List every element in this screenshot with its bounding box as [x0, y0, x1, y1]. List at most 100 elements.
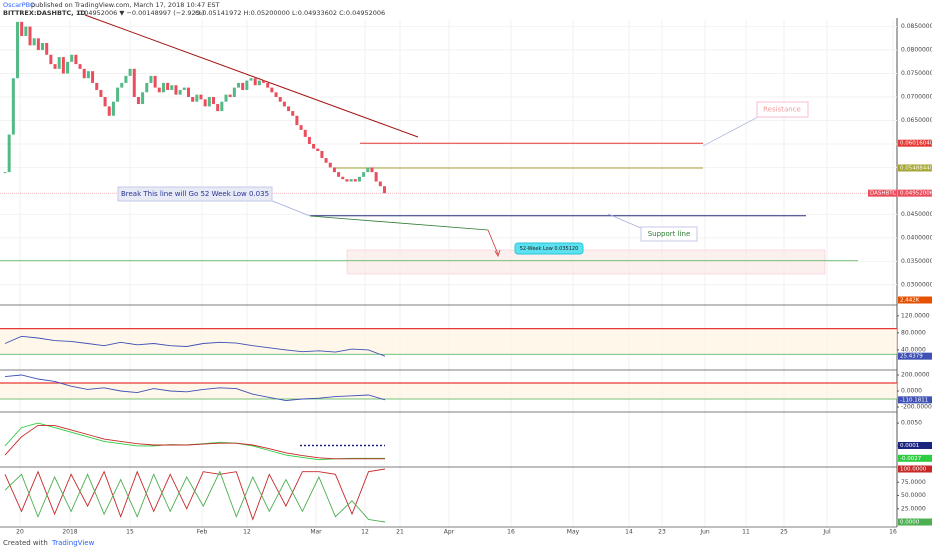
candle [299, 125, 303, 130]
candle [61, 57, 65, 74]
candle [195, 94, 199, 102]
annotation: Break This line will Go 52 Week Low 0.03… [121, 190, 269, 198]
value-badge [898, 296, 932, 304]
candle [232, 87, 236, 98]
candle [212, 97, 215, 105]
candle [95, 82, 99, 90]
value-badge-text: 2.442K [900, 298, 920, 304]
candle [216, 104, 220, 112]
candle [128, 68, 132, 76]
candle [107, 106, 111, 116]
candle [349, 179, 353, 182]
candle [262, 80, 266, 83]
level-badge-text: 0.06016040 [900, 141, 932, 147]
x-tick-label: 2018 [62, 529, 77, 536]
candle [337, 172, 341, 177]
x-tick-label: Mar [310, 529, 322, 536]
y-tick-label: 50.0000 [901, 492, 926, 499]
candle [224, 94, 228, 102]
callout-box [640, 226, 698, 242]
candle [3, 172, 7, 174]
candle [11, 78, 15, 135]
candle [274, 92, 278, 98]
callout-box [514, 242, 584, 255]
candle [295, 115, 299, 126]
candle [312, 143, 316, 149]
candle [374, 172, 378, 182]
value-badge [898, 518, 932, 526]
candle [291, 111, 295, 116]
symbol-badge-text: DASHBTC [870, 191, 896, 197]
band [0, 328, 897, 355]
candle [132, 68, 136, 98]
value-badge-text: 100.0000 [900, 467, 927, 473]
candle [111, 101, 115, 116]
candle [270, 87, 274, 93]
candle [191, 97, 195, 102]
candle [199, 94, 203, 100]
candle [266, 82, 270, 88]
candle [203, 99, 207, 107]
candle [49, 54, 53, 65]
x-tick-label: Apr [444, 529, 455, 536]
candle [241, 82, 245, 90]
zone [346, 249, 826, 275]
candle [141, 92, 145, 105]
indicator-line [4, 374, 386, 402]
x-tick-label: 12 [243, 529, 251, 536]
indicator-line [4, 470, 386, 523]
candle [245, 80, 249, 90]
x-tick-label: 25 [780, 529, 788, 536]
y-tick-label: 200.0000 [901, 372, 930, 379]
footer-created: Created with [3, 539, 48, 547]
candle [382, 186, 386, 194]
candle [182, 87, 186, 90]
value-badge-text: -0.0027 [900, 456, 922, 462]
candle [82, 68, 86, 79]
value-badge-text: 0.0001 [900, 443, 919, 449]
candle [161, 82, 165, 93]
candle [362, 172, 366, 177]
value-badge [898, 454, 932, 462]
callout-box [117, 186, 273, 202]
candle [237, 82, 241, 88]
value-badge-text: 25.4379 [900, 354, 923, 360]
y-tick-label: 80.0000 [901, 329, 926, 336]
value-badge [898, 441, 932, 449]
candle [324, 158, 328, 163]
x-tick-label: 16 [889, 529, 897, 536]
candle [91, 71, 95, 83]
candle [120, 82, 124, 88]
author[interactable]: OscarPBO [3, 1, 35, 9]
candle [320, 150, 324, 159]
callout-box [756, 101, 809, 118]
x-tick-label: 21 [396, 529, 404, 536]
value-badge-text: 0.04952006 [900, 191, 932, 197]
candle [249, 78, 253, 81]
footer-brand[interactable]: TradingView [51, 539, 95, 547]
indicator-line [4, 424, 385, 460]
candle [186, 87, 190, 98]
y-tick-label: 40.0000 [901, 346, 926, 353]
candle [149, 75, 153, 83]
symbol: BITTREX:DASHBTC, 1D [3, 9, 86, 17]
value-badge [898, 189, 932, 197]
candle [220, 101, 224, 112]
x-tick-label: Jun [699, 529, 710, 536]
x-tick-label: 15 [126, 529, 134, 536]
candle [99, 89, 103, 98]
candle [287, 106, 291, 112]
candle [7, 134, 11, 173]
candle [174, 85, 178, 95]
candle [370, 167, 374, 173]
callout [702, 116, 759, 147]
value-badge-text: -110.1811 [900, 397, 928, 403]
x-tick-label: 23 [658, 529, 666, 536]
arrow [487, 229, 499, 255]
annotation: Resistance [763, 106, 801, 114]
indicator-line [4, 335, 386, 357]
